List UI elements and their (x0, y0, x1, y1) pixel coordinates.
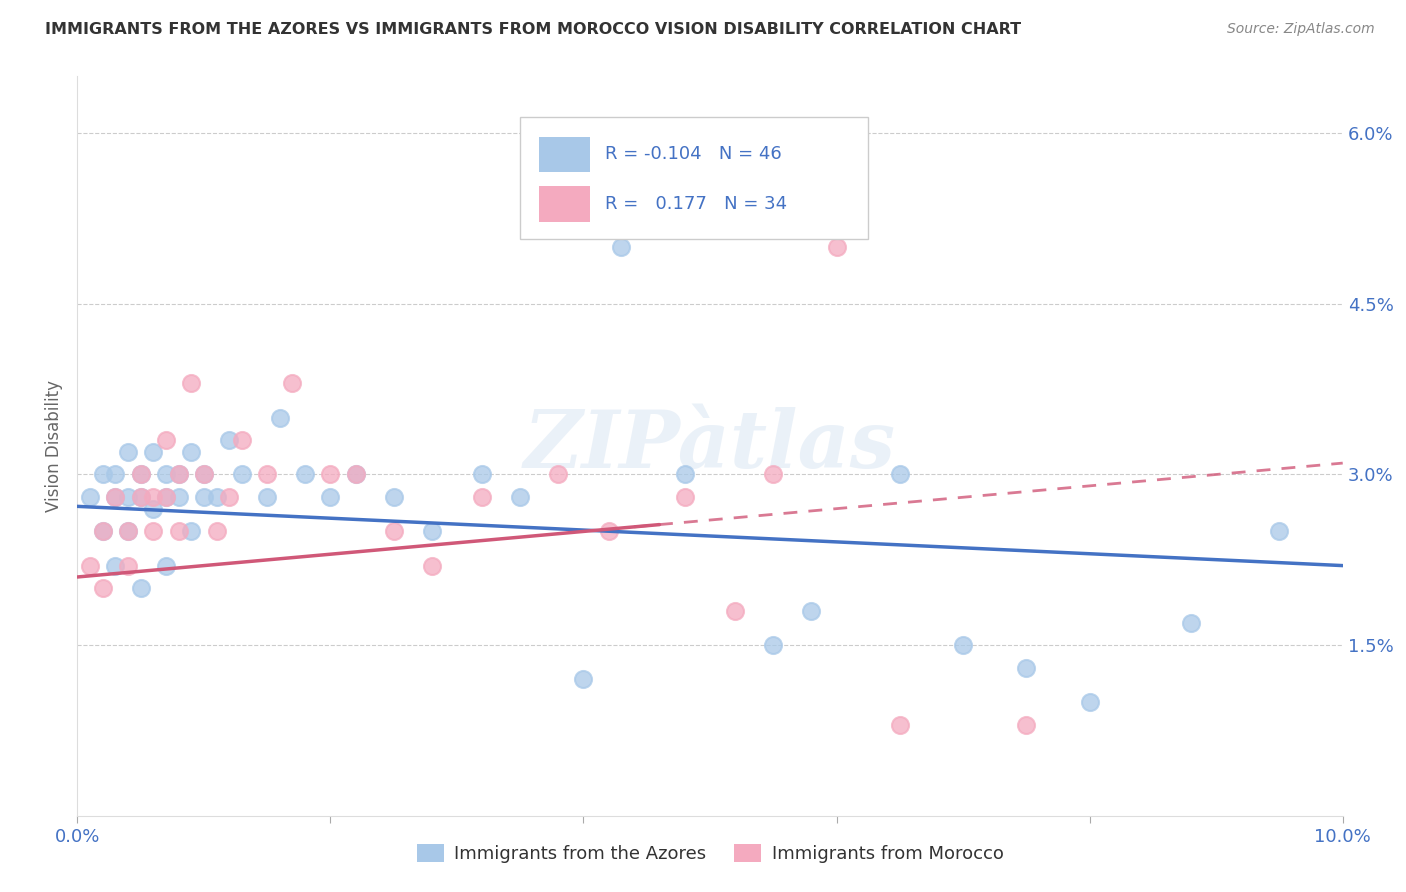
Point (218, 434, 240, 448)
Point (471, 490, 494, 504)
Point (155, 490, 177, 504)
Point (382, 490, 405, 504)
Text: ZIPàtlas: ZIPàtlas (524, 408, 896, 484)
Point (319, 467, 342, 482)
Point (231, 434, 253, 448)
Point (155, 467, 177, 482)
Point (117, 524, 139, 539)
Point (79, 490, 101, 504)
Point (1015, 718, 1038, 732)
Point (104, 490, 127, 504)
Y-axis label: Vision Disability: Vision Disability (45, 380, 63, 512)
Point (91, 582, 114, 596)
Point (762, 638, 785, 652)
Text: R = -0.104   N = 46: R = -0.104 N = 46 (605, 145, 782, 163)
Point (281, 376, 304, 391)
Point (205, 490, 228, 504)
Point (167, 467, 190, 482)
Point (142, 490, 165, 504)
Point (167, 467, 190, 482)
Point (129, 490, 152, 504)
Point (256, 490, 278, 504)
Point (180, 524, 202, 539)
Point (155, 558, 177, 573)
Point (509, 490, 531, 504)
Point (104, 490, 127, 504)
Point (572, 673, 595, 687)
Point (610, 240, 633, 254)
Point (889, 467, 911, 482)
Point (1268, 524, 1291, 539)
Point (1015, 661, 1038, 675)
Point (889, 718, 911, 732)
Point (673, 467, 696, 482)
Point (79, 558, 101, 573)
Point (256, 467, 278, 482)
Point (104, 467, 127, 482)
Point (117, 524, 139, 539)
Point (547, 467, 569, 482)
Point (420, 524, 443, 539)
Point (129, 490, 152, 504)
Point (167, 524, 190, 539)
Point (800, 604, 823, 618)
Point (91, 524, 114, 539)
Point (117, 558, 139, 573)
Point (91, 524, 114, 539)
Point (167, 490, 190, 504)
Point (205, 524, 228, 539)
Point (344, 467, 367, 482)
Point (155, 434, 177, 448)
Text: Source: ZipAtlas.com: Source: ZipAtlas.com (1227, 22, 1375, 37)
Point (142, 444, 165, 458)
Point (231, 467, 253, 482)
Point (155, 490, 177, 504)
Point (117, 490, 139, 504)
Point (294, 467, 316, 482)
Point (117, 444, 139, 458)
Point (382, 524, 405, 539)
Point (91, 467, 114, 482)
Point (180, 376, 202, 391)
Point (471, 467, 494, 482)
Point (825, 240, 848, 254)
Point (952, 638, 974, 652)
Text: IMMIGRANTS FROM THE AZORES VS IMMIGRANTS FROM MOROCCO VISION DISABILITY CORRELAT: IMMIGRANTS FROM THE AZORES VS IMMIGRANTS… (45, 22, 1021, 37)
Point (724, 604, 747, 618)
Legend: Immigrants from the Azores, Immigrants from Morocco: Immigrants from the Azores, Immigrants f… (409, 837, 1011, 870)
Point (142, 524, 165, 539)
Point (319, 490, 342, 504)
FancyBboxPatch shape (520, 117, 869, 239)
Bar (540, 136, 591, 172)
Point (180, 444, 202, 458)
Point (1180, 615, 1202, 630)
Point (762, 467, 785, 482)
Point (598, 524, 620, 539)
Point (344, 467, 367, 482)
Point (420, 558, 443, 573)
Point (1078, 695, 1101, 709)
Point (129, 467, 152, 482)
Point (193, 467, 215, 482)
Point (193, 490, 215, 504)
Point (269, 410, 291, 425)
Point (673, 490, 696, 504)
Point (218, 490, 240, 504)
Point (129, 582, 152, 596)
Point (129, 467, 152, 482)
Point (104, 558, 127, 573)
Bar (540, 186, 591, 222)
Point (193, 467, 215, 482)
Point (142, 501, 165, 516)
Text: R =   0.177   N = 34: R = 0.177 N = 34 (605, 195, 787, 213)
